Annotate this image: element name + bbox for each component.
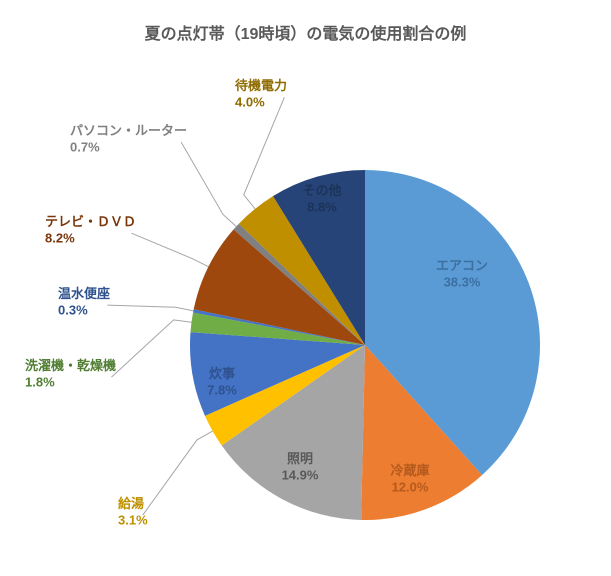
pie-chart-container: 夏の点灯帯（19時頃）の電気の使用割合の例 エアコン38.3%冷蔵庫12.0%照…	[0, 0, 611, 576]
slice-label: 炊事7.8%	[207, 366, 237, 397]
chart-title: 夏の点灯帯（19時頃）の電気の使用割合の例	[0, 20, 611, 44]
slice-label: 洗濯機・乾燥機1.8%	[25, 358, 116, 389]
slice-label: 給湯3.1%	[118, 496, 148, 527]
leader-line	[244, 97, 285, 209]
leader-line	[181, 142, 236, 226]
slice-label: パソコン・ルーター0.7%	[70, 123, 187, 154]
slice-label: 冷蔵庫12.0%	[390, 463, 429, 494]
slice-label: 待機電力4.0%	[234, 78, 287, 109]
slice-label: エアコン38.3%	[436, 258, 488, 289]
pie-chart: エアコン38.3%冷蔵庫12.0%照明14.9%給湯3.1%炊事7.8%洗濯機・…	[0, 0, 611, 576]
slice-label: その他8.8%	[302, 183, 341, 214]
leader-line	[107, 305, 193, 311]
leader-line	[111, 320, 191, 377]
slice-label: 温水便座0.3%	[58, 286, 110, 317]
leader-line	[143, 431, 213, 515]
leader-line	[131, 233, 208, 267]
slice-label: テレビ・ＤＶＤ8.2%	[45, 214, 136, 245]
